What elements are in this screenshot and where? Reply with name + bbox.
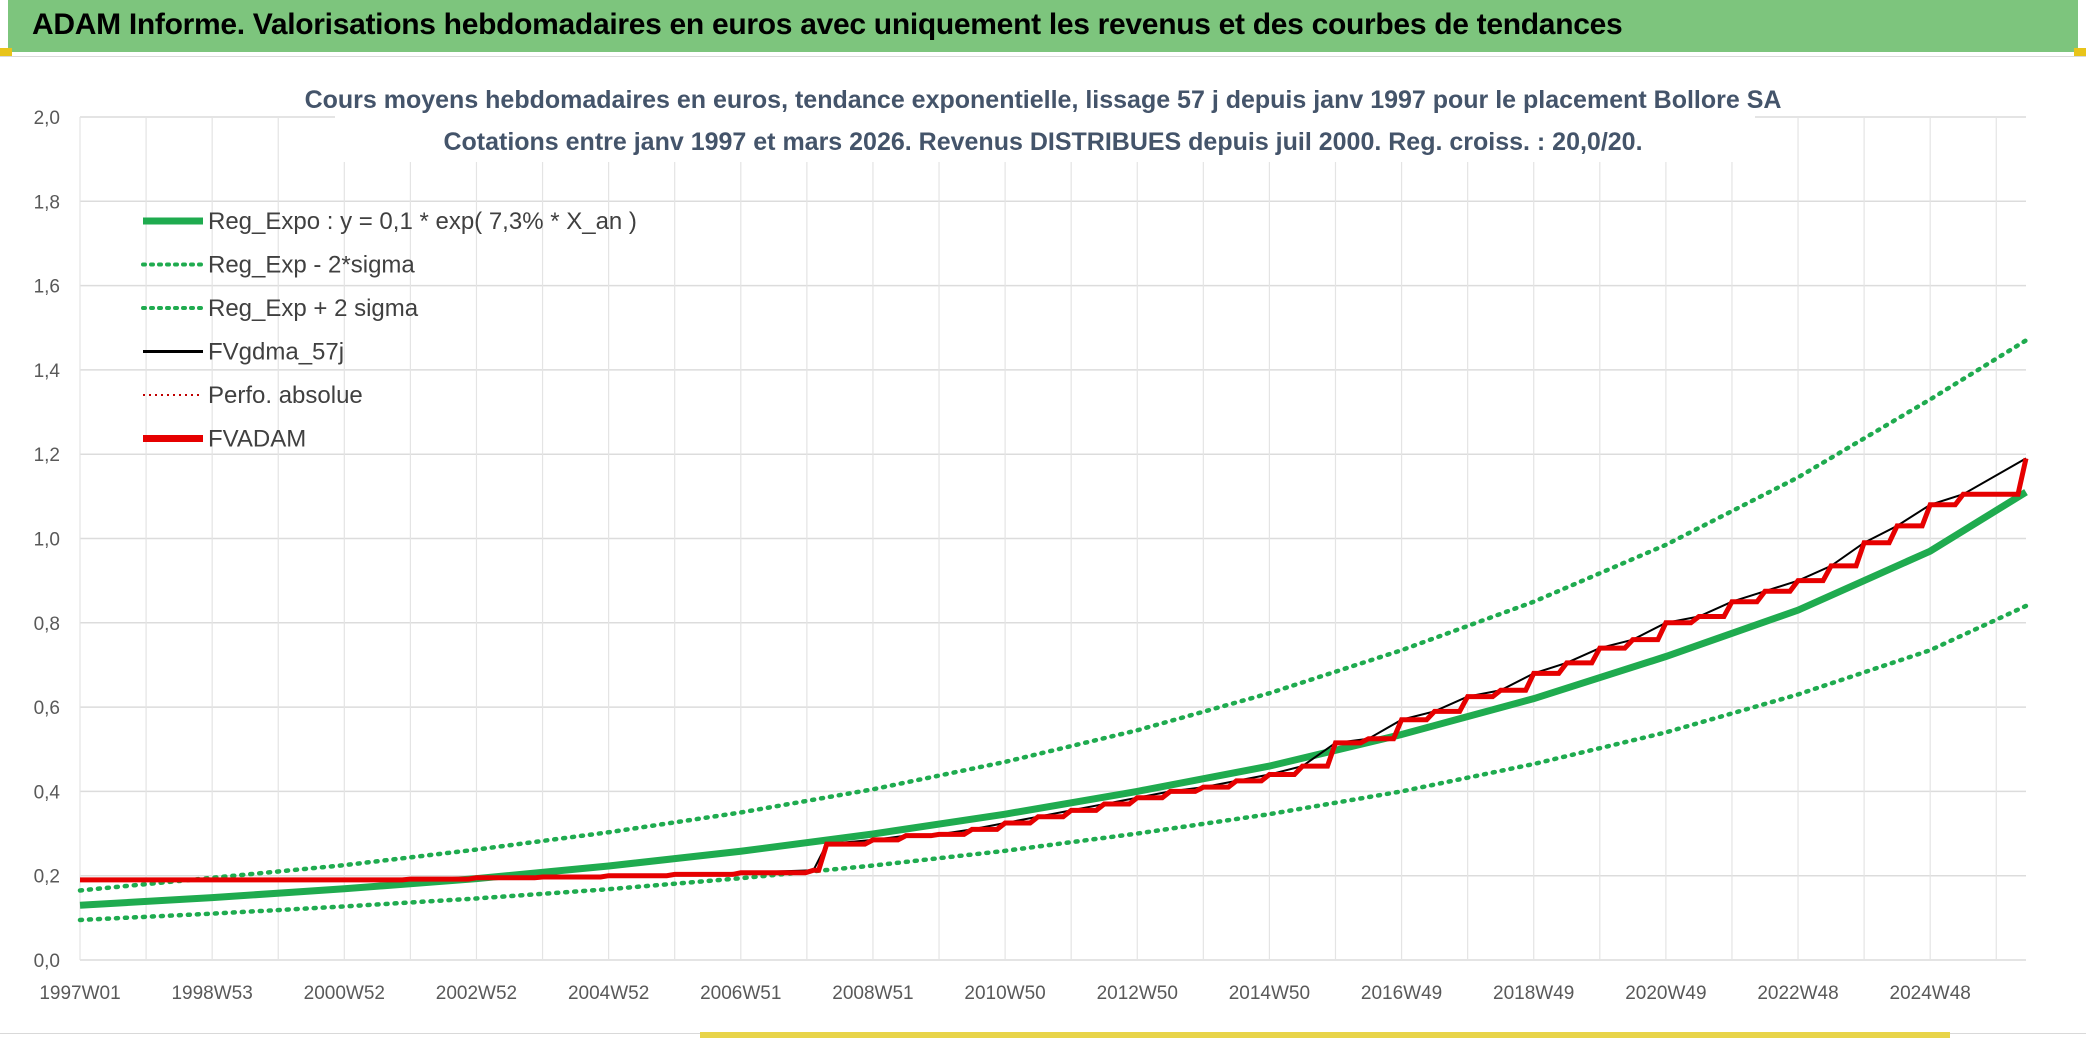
- chart-subtitle: Cotations entre janv 1997 et mars 2026. …: [443, 128, 1642, 156]
- plot-lines: [77, 338, 2029, 923]
- x-tick-label: 1997W01: [39, 983, 120, 1004]
- corner-marker-left: [0, 48, 12, 56]
- y-tick-label: 0,2: [34, 867, 60, 888]
- legend-label: FVADAM: [208, 426, 306, 453]
- x-tick-label: 2004W52: [568, 983, 649, 1004]
- legend-item: Perfo. absolue: [143, 382, 363, 409]
- series-fvadam: [80, 457, 2029, 883]
- series-reg-exp-2-sigma: [77, 603, 2029, 923]
- legend-item: Reg_Expo : y = 0,1 * exp( 7,3% * X_an ): [143, 208, 637, 235]
- y-tick-label: 1,0: [34, 530, 60, 551]
- y-tick-label: 1,4: [34, 361, 61, 382]
- corner-marker-right: [2074, 48, 2086, 56]
- x-tick-label: 2010W50: [964, 983, 1045, 1004]
- legend-label: Reg_Exp - 2*sigma: [208, 252, 415, 279]
- y-tick-label: 0,8: [34, 614, 60, 635]
- legend-item: Reg_Exp + 2 sigma: [141, 295, 419, 322]
- legend-label: Perfo. absolue: [208, 382, 363, 409]
- x-tick-label: 2016W49: [1361, 983, 1442, 1004]
- x-tick-label: 2006W51: [700, 983, 781, 1004]
- legend-item: Reg_Exp - 2*sigma: [141, 252, 415, 279]
- bottom-strip: [700, 1032, 1950, 1038]
- x-tick-label: 2012W50: [1097, 983, 1178, 1004]
- y-tick-label: 0,6: [34, 698, 60, 719]
- x-tick-label: 2018W49: [1493, 983, 1574, 1004]
- x-tick-label: 2000W52: [304, 983, 385, 1004]
- legend: Reg_Expo : y = 0,1 * exp( 7,3% * X_an ) R…: [141, 208, 637, 453]
- y-tick-label: 1,2: [34, 445, 60, 466]
- title-background: [335, 80, 1755, 162]
- x-tick-label: 2020W49: [1625, 983, 1706, 1004]
- legend-label: FVgdma_57j: [208, 339, 344, 366]
- x-tick-label: 2002W52: [436, 983, 517, 1004]
- page-title: ADAM Informe. Valorisations hebdomadaire…: [32, 8, 1623, 41]
- y-tick-label: 0,4: [34, 782, 61, 803]
- x-tick-label: 2008W51: [832, 983, 913, 1004]
- legend-item: FVgdma_57j: [143, 339, 344, 366]
- y-tick-label: 0,0: [34, 951, 60, 972]
- y-tick-label: 1,6: [34, 277, 60, 298]
- y-axis: 0,0 0,2 0,4 0,6 0,8 1,0 1,2 1,4 1,6 1,8 2,0: [34, 108, 61, 972]
- x-tick-label: 2014W50: [1229, 983, 1310, 1004]
- series-reg-exp-2-sigma: [77, 338, 2029, 893]
- legend-label: Reg_Expo : y = 0,1 * exp( 7,3% * X_an ): [208, 208, 637, 235]
- x-tick-label: 2022W48: [1757, 983, 1838, 1004]
- x-tick-label: 1998W53: [171, 983, 252, 1004]
- chart-title: Cours moyens hebdomadaires en euros, ten…: [305, 86, 1782, 114]
- legend-item: FVADAM: [143, 426, 306, 453]
- x-tick-label: 2024W48: [1890, 983, 1971, 1004]
- header-banner: ADAM Informe. Valorisations hebdomadaire…: [8, 0, 2078, 52]
- series-reg-expo: [79, 489, 2028, 909]
- y-tick-label: 1,8: [34, 192, 60, 213]
- y-tick-label: 2,0: [34, 108, 60, 129]
- legend-label: Reg_Exp + 2 sigma: [208, 295, 419, 322]
- grid: [79, 116, 2026, 961]
- x-axis: 1997W01 1998W53 2000W52 2002W52 2004W52 2006W…: [39, 983, 1971, 1004]
